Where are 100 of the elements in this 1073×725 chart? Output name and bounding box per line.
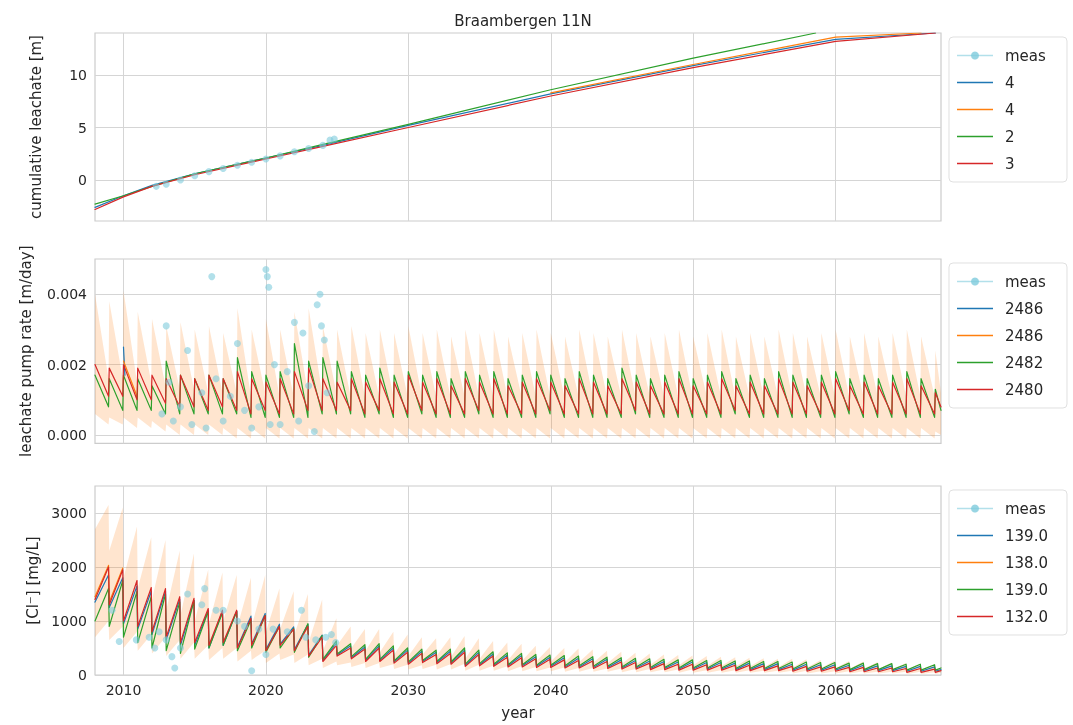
point	[219, 606, 227, 614]
point	[226, 392, 234, 400]
point	[255, 625, 263, 633]
point	[319, 141, 327, 149]
point	[201, 585, 209, 593]
point	[263, 273, 271, 281]
legend-label: meas	[1005, 46, 1047, 65]
point	[152, 182, 160, 190]
point	[322, 633, 330, 641]
point	[295, 417, 303, 425]
point	[169, 417, 177, 425]
point	[262, 650, 270, 658]
legend-label: 4	[1005, 73, 1015, 92]
point	[162, 322, 170, 330]
point	[317, 322, 325, 330]
y-tick-label: 1000	[51, 613, 87, 629]
point	[262, 266, 270, 274]
point	[305, 382, 313, 390]
x-tick-label: 2030	[390, 682, 427, 698]
y-tick-label: 3000	[51, 505, 87, 521]
point	[298, 606, 306, 614]
point	[330, 135, 338, 143]
y-tick-label: 0	[78, 667, 87, 683]
point	[176, 644, 184, 652]
legend-label: 132.0	[1005, 607, 1048, 626]
point	[205, 168, 213, 176]
line-series	[94, 32, 817, 205]
point	[208, 273, 216, 281]
point	[165, 378, 173, 386]
point	[270, 361, 278, 369]
legend-label: 2	[1005, 127, 1015, 146]
point	[151, 644, 159, 652]
point	[283, 628, 291, 636]
x-tick-label: 2040	[532, 682, 569, 698]
point	[332, 639, 340, 647]
point	[155, 628, 163, 636]
legend-label: 138.0	[1005, 553, 1048, 572]
point	[283, 368, 291, 376]
point	[248, 158, 256, 166]
legend-label: 139.0	[1005, 580, 1048, 599]
point	[162, 180, 170, 188]
x-axis-title: year	[501, 703, 536, 722]
point	[188, 420, 196, 428]
chart-title: Braambergen 11N	[454, 11, 592, 30]
point	[327, 631, 335, 638]
y-tick-label: 0.004	[46, 286, 88, 303]
line-series	[94, 364, 942, 415]
point	[316, 290, 324, 298]
point	[198, 601, 206, 609]
point	[302, 633, 310, 641]
legend-label: 2486	[1005, 299, 1044, 318]
point	[184, 347, 192, 355]
point	[176, 176, 184, 184]
point	[162, 636, 170, 644]
y-tick-label: 5	[78, 119, 87, 136]
point	[248, 667, 256, 675]
point	[108, 606, 116, 614]
point	[176, 403, 184, 411]
point	[219, 417, 227, 425]
y-tick-label: 0.002	[46, 356, 87, 373]
point	[191, 172, 199, 180]
legend-label: 3	[1005, 154, 1015, 173]
point	[212, 375, 220, 383]
x-tick-label: 2050	[675, 682, 711, 698]
y-tick-label: 0.000	[46, 427, 87, 444]
y-tick-label: 10	[69, 67, 87, 84]
legend-label: 2480	[1005, 380, 1044, 399]
point	[265, 283, 273, 291]
point	[290, 148, 298, 156]
point	[276, 420, 284, 428]
legend-label: 139.0	[1005, 526, 1048, 545]
legend-label: 2486	[1005, 326, 1044, 345]
y-tick-label: 2000	[51, 559, 87, 575]
legend-label: meas	[1005, 272, 1047, 291]
point	[233, 617, 241, 625]
point	[212, 606, 220, 614]
point	[255, 403, 263, 411]
point	[241, 622, 249, 630]
point	[168, 653, 176, 661]
point	[290, 318, 298, 326]
point	[248, 424, 256, 432]
point	[115, 638, 123, 646]
x-tick-label: 2010	[105, 682, 142, 698]
legend-label: meas	[1005, 499, 1047, 518]
point	[323, 389, 331, 397]
point	[233, 161, 241, 169]
y-axis-title: leachate pump rate [m/day]	[16, 245, 35, 457]
point	[320, 336, 328, 344]
point	[313, 301, 321, 309]
point	[305, 145, 313, 153]
point	[171, 664, 179, 672]
point	[184, 590, 192, 598]
line-series	[550, 32, 922, 94]
x-tick-label: 2020	[248, 682, 284, 698]
point	[310, 427, 318, 435]
point	[233, 339, 241, 347]
point	[198, 389, 206, 397]
point	[312, 636, 320, 644]
legend-label: 2482	[1005, 353, 1044, 372]
point	[241, 406, 249, 414]
